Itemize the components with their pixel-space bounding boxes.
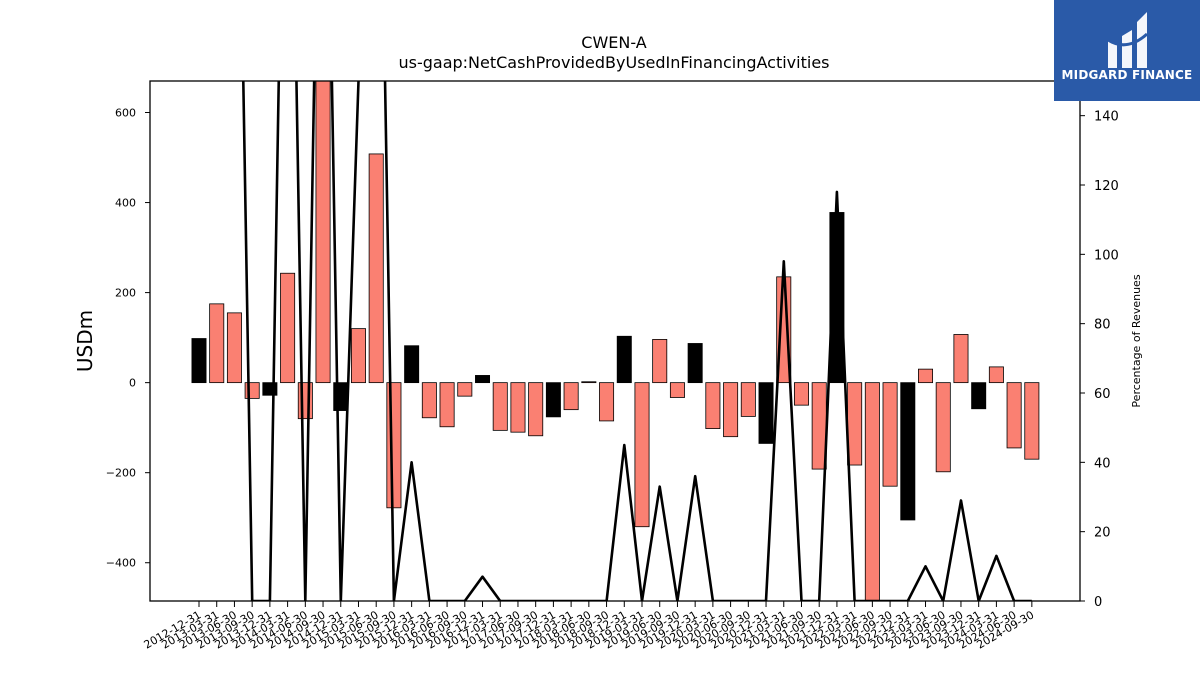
bar-2015-03-31 — [350, 328, 366, 384]
y2-tick-label: 80 — [1094, 318, 1111, 333]
bar-2020-12-31 — [758, 382, 774, 444]
y2-tick-label: 60 — [1094, 387, 1111, 402]
bar-2024-09-30 — [1024, 382, 1040, 460]
bar-2014-06-30 — [297, 382, 313, 420]
bar-2013-09-30 — [244, 382, 260, 399]
x-axis: 2012-12-312013-03-312013-06-302013-09-30… — [142, 601, 1036, 652]
bar-2023-03-31 — [918, 368, 934, 384]
y-tick-label: 0 — [129, 377, 136, 390]
bar-2017-06-30 — [510, 382, 526, 433]
bar-2019-09-30 — [669, 382, 685, 398]
y2-tick-label: 40 — [1094, 456, 1111, 471]
y-tick-label: 600 — [115, 107, 136, 120]
y-tick-label: −200 — [106, 467, 136, 480]
bar-2016-12-31 — [475, 375, 491, 384]
bar-2020-03-31 — [705, 382, 721, 429]
bar-2019-06-30 — [652, 339, 668, 384]
right-axis: 0 20 40 60 80 100 120 140 — [1080, 110, 1119, 610]
y2-tick-label: 20 — [1094, 526, 1111, 541]
y-axis-label: USDm — [73, 310, 97, 372]
bar-2016-09-30 — [457, 382, 473, 397]
bar-2017-03-31 — [492, 382, 508, 431]
bar-2024-06-30 — [1006, 382, 1022, 449]
y-tick-label: 400 — [115, 197, 136, 210]
bar-2018-09-30 — [599, 382, 615, 422]
bar-2022-12-31 — [900, 382, 916, 521]
bar-2019-03-31 — [634, 382, 650, 528]
bar-2021-06-30 — [793, 382, 809, 406]
bar-2018-06-30 — [581, 381, 597, 384]
y2-axis-label: Percentage of Revenues — [1130, 274, 1143, 407]
bar-2013-06-30 — [226, 312, 242, 384]
chart-title: CWEN-A — [581, 33, 647, 52]
bar-2022-09-30 — [882, 382, 898, 487]
bar-2016-03-31 — [421, 382, 437, 419]
bar-2021-09-30 — [811, 382, 827, 470]
bar-2019-12-31 — [687, 343, 703, 384]
y-tick-label: −400 — [106, 557, 136, 570]
revenue-percentage-line — [241, 81, 1032, 601]
brand-logo: MIDGARD FINANCE — [1054, 0, 1200, 101]
bar-2015-12-31 — [404, 345, 420, 384]
bar-2020-09-30 — [740, 382, 756, 417]
y2-tick-label: 0 — [1094, 595, 1102, 610]
bar-2016-06-30 — [439, 382, 455, 428]
line-layer — [241, 81, 1032, 601]
bar-2022-03-31 — [847, 382, 863, 466]
bar-2023-09-30 — [953, 334, 969, 384]
left-axis: −400 −200 0 200 400 600 — [106, 107, 150, 570]
y2-tick-label: 100 — [1094, 248, 1119, 263]
bar-2024-03-31 — [988, 366, 1004, 384]
bar-2023-12-31 — [971, 382, 987, 410]
bar-2014-09-30 — [315, 81, 331, 384]
logo-mark-icon — [1107, 12, 1149, 68]
bar-2014-12-31 — [333, 382, 349, 411]
logo-text: MIDGARD FINANCE — [1061, 68, 1193, 82]
bar-2022-06-30 — [864, 382, 880, 601]
bars-layer — [191, 81, 1040, 601]
bar-2017-09-30 — [528, 382, 544, 437]
bar-2013-03-31 — [209, 303, 225, 384]
bar-2015-09-30 — [386, 382, 402, 509]
y2-tick-label: 120 — [1094, 179, 1119, 194]
bar-2014-03-31 — [280, 272, 296, 384]
bar-2018-03-31 — [563, 382, 579, 411]
bar-2020-06-30 — [723, 382, 739, 438]
bar-2017-12-31 — [545, 382, 561, 418]
chart-subtitle: us-gaap:NetCashProvidedByUsedInFinancing… — [398, 53, 830, 72]
bar-2018-12-31 — [616, 335, 632, 384]
y-tick-label: 200 — [115, 287, 136, 300]
bar-2023-06-30 — [935, 382, 951, 473]
bar-2012-12-31 — [191, 338, 207, 384]
y2-tick-label: 140 — [1094, 110, 1119, 125]
bar-2015-06-30 — [368, 153, 384, 384]
plot-frame — [149, 80, 1081, 602]
